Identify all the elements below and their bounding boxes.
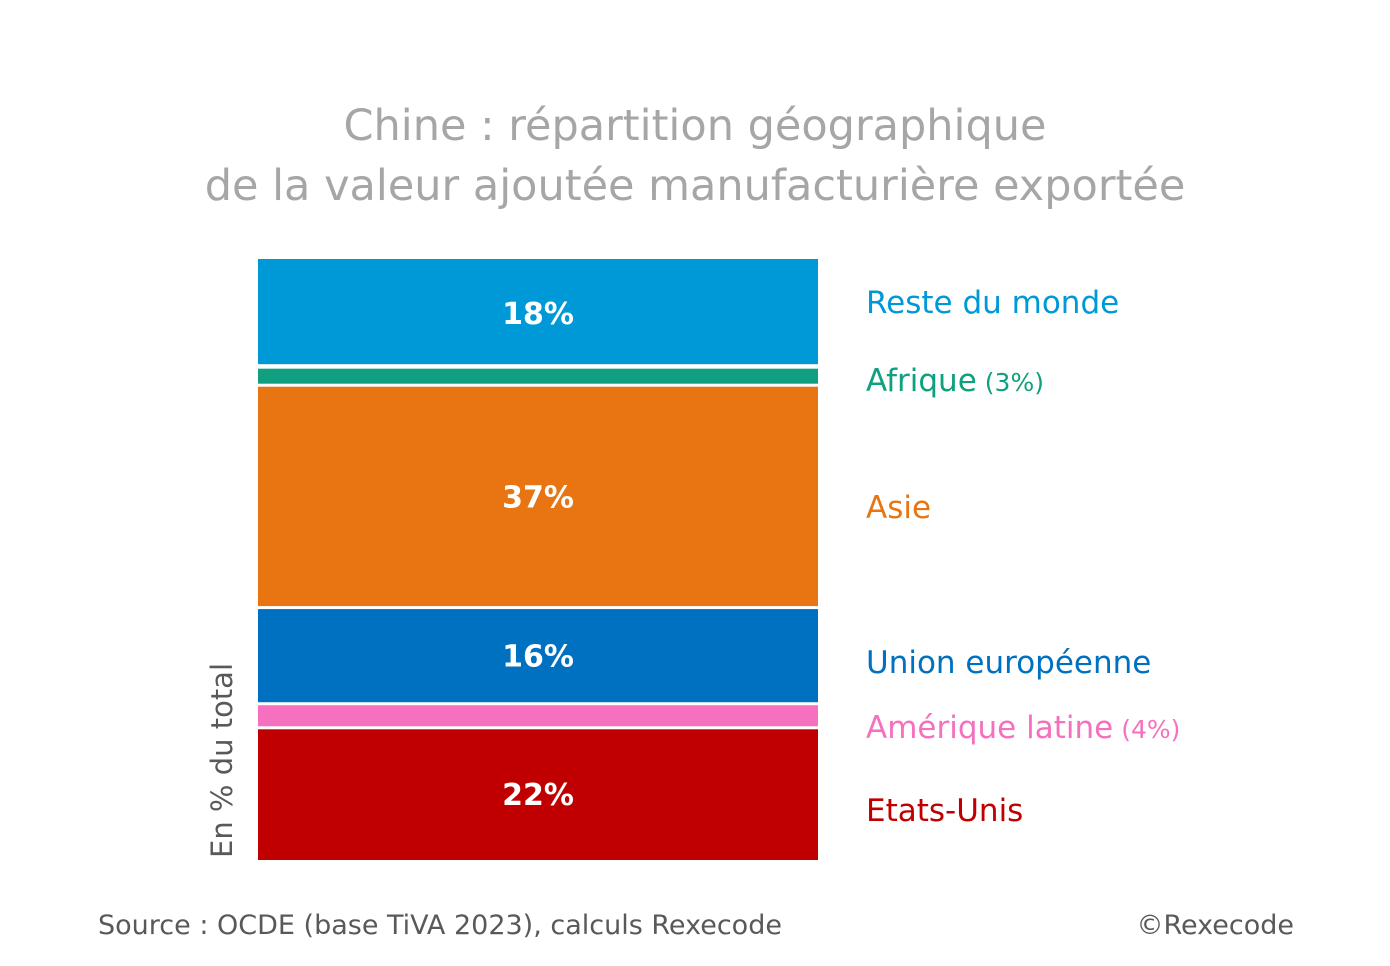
legend-name-amerique-latine: Amérique latine [866, 710, 1113, 746]
legend-share-amerique-latine: (4%) [1121, 715, 1180, 744]
bar-segment-reste-du-monde [258, 259, 818, 365]
data-label-etats-unis: 22% [502, 778, 574, 813]
chart-title-line-2: de la valeur ajoutée manufacturière expo… [204, 161, 1186, 211]
legend-entry-reste-du-monde: Reste du monde [866, 285, 1119, 321]
legend-name-reste-du-monde: Reste du monde [866, 285, 1119, 321]
legend-name-asie: Asie [866, 490, 931, 526]
data-label-asie: 37% [502, 480, 574, 515]
data-label-reste-du-monde: 18% [502, 297, 574, 332]
bar-segment-union-europeenne [258, 609, 818, 703]
data-label-union-europeenne: 16% [502, 640, 574, 675]
legend-entry-asie: Asie [866, 490, 931, 526]
legend-name-union-europeenne: Union européenne [866, 645, 1151, 681]
legend: Etats-Unis Amérique latine (4%) Union europ… [866, 285, 1180, 829]
legend-entry-afrique: Afrique (3%) [866, 363, 1044, 399]
bar-segment-asie [258, 386, 818, 607]
legend-entry-union-europeenne: Union européenne [866, 645, 1151, 681]
y-axis-label: En % du total [205, 663, 239, 858]
bar-segment-etats-unis [258, 729, 818, 860]
source-note: Source : OCDE (base TiVA 2023), calculs … [98, 910, 782, 941]
legend-name-etats-unis: Etats-Unis [866, 793, 1023, 829]
legend-share-afrique: (3%) [985, 368, 1044, 397]
bar-segment-amerique-latine [258, 705, 818, 727]
chart-title-line-1: Chine : répartition géographique [343, 101, 1047, 151]
legend-entry-amerique-latine: Amérique latine (4%) [866, 710, 1180, 746]
bar-segment-afrique [258, 368, 818, 384]
chart-title: Chine : répartition géographique de la v… [0, 96, 1390, 216]
bar-segments [258, 259, 818, 860]
legend-name-afrique: Afrique [866, 363, 977, 399]
legend-entry-etats-unis: Etats-Unis [866, 793, 1023, 829]
data-labels: 22% 16% 37% 18% [502, 297, 574, 813]
copyright-note: ©Rexecode [1136, 910, 1294, 941]
